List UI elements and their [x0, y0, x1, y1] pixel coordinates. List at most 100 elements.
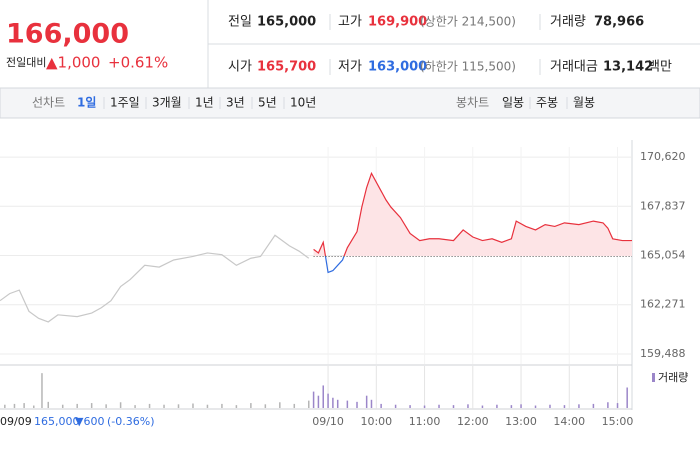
x-tick-label: 09/10 [312, 415, 344, 428]
volume-bar [467, 404, 469, 408]
volume-bar [76, 403, 78, 408]
tab[interactable]: 1주일 [110, 96, 140, 110]
info-value: 163,000 [368, 60, 427, 75]
area [313, 173, 632, 256]
info-label: 전일 [228, 15, 252, 30]
volume-bar [626, 387, 628, 408]
change: ▲1,000 [46, 54, 100, 72]
price: 166,000 [6, 19, 129, 50]
info-label: 거래량 [550, 15, 586, 30]
tab[interactable]: 3년 [226, 96, 245, 110]
x-tick-label: 15:00 [602, 415, 634, 428]
legend-label: 거래량 [658, 371, 688, 384]
footer-close: 165,000 [34, 415, 80, 428]
tab[interactable]: 주봉 [536, 96, 558, 110]
tab[interactable]: 10년 [290, 96, 316, 110]
volume-bar [616, 403, 619, 408]
info-label: 저가 [338, 60, 362, 75]
volume-bar [105, 404, 107, 408]
tab[interactable]: 1년 [195, 96, 214, 110]
volume-bar [365, 395, 368, 408]
volume-bar [549, 404, 551, 408]
volume-bar [293, 403, 296, 408]
volume-bar [370, 399, 373, 408]
volume-bar [47, 401, 49, 408]
volume-bar [332, 397, 334, 408]
volume-bar [264, 404, 267, 408]
volume-bar [61, 404, 64, 408]
volume-bar [90, 403, 93, 408]
volume-bar [336, 399, 339, 408]
volume-bar [327, 393, 329, 408]
tab-bar [0, 87, 700, 119]
volume-bar [592, 403, 595, 408]
volume-bar [41, 373, 43, 408]
volume-bar [510, 405, 513, 408]
volume-bar [423, 405, 426, 408]
change-label: 전일대비 [6, 55, 46, 69]
tab-group-label: 봉차트 [456, 96, 489, 110]
volume-bar [481, 405, 484, 408]
x-tick-label: 12:00 [457, 415, 489, 428]
x-tick-label: 14:00 [553, 415, 585, 428]
volume-bar [33, 405, 35, 408]
volume-bar [23, 403, 25, 408]
x-tick-label: 11:00 [409, 415, 441, 428]
volume-bar [134, 405, 136, 408]
volume-bar [322, 385, 324, 408]
info-note: (상한가 214,500) [420, 15, 516, 29]
info-label: 거래대금 [550, 60, 598, 75]
volume-bar [534, 405, 537, 408]
volume-bar [346, 400, 349, 408]
price-line [313, 171, 632, 256]
change-pct: +0.61% [108, 54, 168, 72]
volume-bar [221, 403, 223, 408]
volume-bar [496, 404, 498, 408]
info-value: 165,000 [257, 15, 316, 30]
volume-bar [438, 404, 440, 408]
volume-bar [148, 403, 151, 408]
volume-bar [452, 405, 455, 408]
volume-bar [317, 395, 320, 408]
info-value: 169,900 [368, 15, 427, 30]
tab[interactable]: 일봉 [502, 96, 524, 110]
footer-change-pct: (-0.36%) [107, 415, 155, 428]
tab[interactable]: 월봉 [573, 96, 595, 110]
info-value: 78,966 [594, 15, 644, 30]
volume-bar [394, 404, 397, 408]
tab[interactable]: 1일 [77, 96, 96, 110]
y-tick-label: 165,054 [640, 249, 686, 262]
volume-bar [356, 401, 358, 408]
price-line [0, 234, 310, 323]
volume-bar [177, 404, 180, 408]
volume-bar [235, 405, 238, 408]
volume-bar [119, 402, 122, 408]
tab[interactable]: 3개월 [152, 96, 182, 110]
volume-bar [163, 404, 165, 408]
volume-bar [13, 403, 16, 408]
y-tick-label: 170,620 [640, 150, 686, 163]
info-unit: 백만 [648, 60, 672, 75]
volume-bar [308, 400, 310, 408]
volume-bar [578, 404, 580, 408]
legend-swatch [652, 373, 655, 382]
y-tick-label: 159,488 [640, 347, 686, 360]
info-value: 13,142 [603, 60, 653, 75]
tab[interactable]: 5년 [258, 96, 277, 110]
volume-bar [192, 403, 194, 408]
x-tick-label: 10:00 [360, 415, 392, 428]
volume-bar [279, 402, 281, 408]
y-tick-label: 162,271 [640, 298, 686, 311]
volume-bar [380, 403, 382, 408]
y-tick-label: 167,837 [640, 199, 686, 212]
volume-bar [312, 391, 315, 408]
info-label: 고가 [338, 15, 362, 30]
info-note: (하한가 115,500) [420, 60, 516, 74]
tab-group-label: 선차트 [32, 96, 65, 110]
volume-bar [607, 402, 609, 408]
info-label: 시가 [228, 60, 252, 75]
volume-bar [409, 405, 411, 408]
x-tick-label: 13:00 [505, 415, 537, 428]
volume-bar [520, 404, 522, 408]
